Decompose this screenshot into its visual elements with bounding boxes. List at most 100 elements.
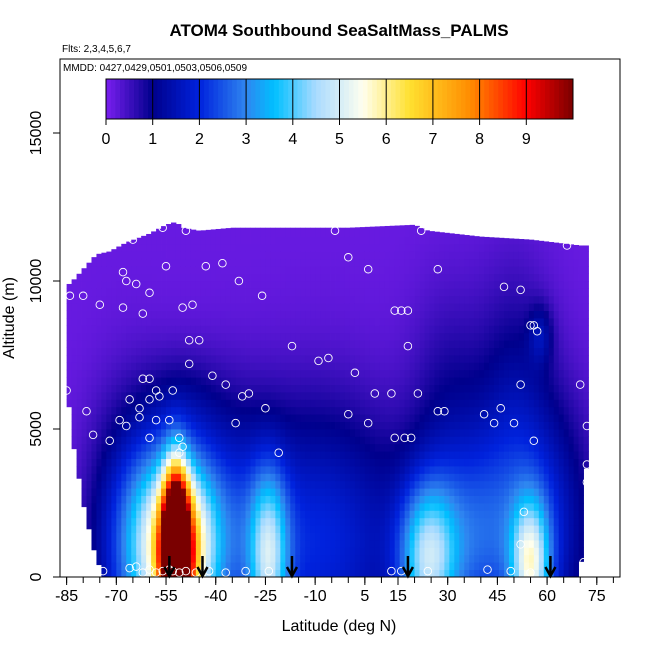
heatmap-cell [255,540,261,548]
heatmap-cell [185,392,192,400]
heatmap-cell [533,458,540,467]
heatmap-cell [76,436,82,445]
colorbar-swatch [372,79,378,119]
heatmap-cell [255,458,261,467]
heatmap-cell [439,355,445,363]
colorbar-swatch [488,79,495,119]
heatmap-cell [389,281,396,289]
heatmap-cell [290,318,296,326]
heatmap-cell [180,562,187,570]
heatmap-cell [220,554,227,563]
heatmap-cell [136,340,142,348]
heatmap-cell [131,436,137,445]
heatmap-cell [578,318,584,326]
heatmap-cell [250,436,256,445]
heatmap-cell [210,251,217,260]
sample-point [257,291,267,301]
heatmap-cell [424,377,430,385]
heatmap-cell [340,369,346,378]
sample-point [95,300,105,309]
heatmap-cell [424,266,430,274]
heatmap-cell [454,251,460,260]
heatmap-cell [171,295,177,304]
heatmap-cell [419,458,425,467]
heatmap-cell [330,303,336,311]
heatmap-cell [379,369,386,378]
heatmap-cell [429,347,435,356]
heatmap-cell [300,236,306,245]
heatmap-cell [494,392,500,400]
heatmap-cell [141,392,147,400]
heatmap-cell [290,473,296,482]
heatmap-cell [265,421,271,430]
heatmap-cell [374,355,381,363]
heatmap-cell [464,540,470,548]
heatmap-cell [171,369,177,378]
heatmap-cell [305,458,311,467]
heatmap-cell [71,340,77,348]
heatmap-cell [270,340,276,348]
heatmap-cell [141,355,147,363]
heatmap-cell [479,369,485,378]
heatmap-cell [404,451,410,459]
heatmap-cell [325,295,331,304]
heatmap-cell [578,532,584,541]
heatmap-cell [449,281,455,289]
heatmap-cell [359,517,366,526]
heatmap-cell [240,503,246,511]
heatmap-cell [528,569,535,578]
heatmap-cell [528,488,535,496]
heatmap-cell [320,451,326,459]
heatmap-cell [195,547,202,556]
heatmap-cell [200,355,207,363]
heatmap-cell [265,251,271,260]
heatmap-cell [459,414,465,422]
heatmap-cell [166,258,172,267]
heatmap-cell [141,421,147,430]
heatmap-cell [200,540,207,548]
heatmap-cell [285,236,291,245]
heatmap-cell [86,473,92,482]
heatmap-cell [116,318,122,326]
heatmap-cell [205,288,212,297]
heatmap-cell [245,392,251,400]
heatmap-cell [175,288,182,297]
heatmap-cell [414,392,420,400]
heatmap-cell [151,231,157,237]
heatmap-cell [230,332,237,341]
heatmap-cell [156,540,162,548]
heatmap-cell [508,384,515,393]
heatmap-cell [523,466,530,474]
heatmap-cell [81,347,87,356]
heatmap-cell [389,225,396,230]
heatmap-cell [275,288,281,297]
heatmap-cell [354,227,361,230]
heatmap-cell [190,244,197,252]
heatmap-cell [444,369,450,378]
heatmap-cell [469,332,475,341]
heatmap-cell [250,406,256,415]
heatmap-cell [166,480,172,489]
heatmap-cell [156,562,162,570]
heatmap-cell [290,488,296,496]
heatmap-cell [543,347,550,356]
heatmap-cell [583,436,589,445]
heatmap-cell [96,399,102,408]
heatmap-cell [260,525,266,533]
heatmap-cell [300,473,306,482]
heatmap-cell [563,451,570,459]
heatmap-cell [464,347,470,356]
heatmap-cell [205,554,212,563]
heatmap-cell [305,325,311,334]
heatmap-cell [459,436,465,445]
heatmap-cell [548,443,555,452]
heatmap-cell [195,517,202,526]
sample-point [118,267,128,277]
heatmap-cell [126,258,132,267]
heatmap-cell [225,517,232,526]
heatmap-cell [409,510,415,519]
heatmap-cell [141,451,147,459]
colorbar-tick-label: 2 [195,131,204,148]
heatmap-cell [305,569,311,578]
heatmap-cell [434,347,440,356]
